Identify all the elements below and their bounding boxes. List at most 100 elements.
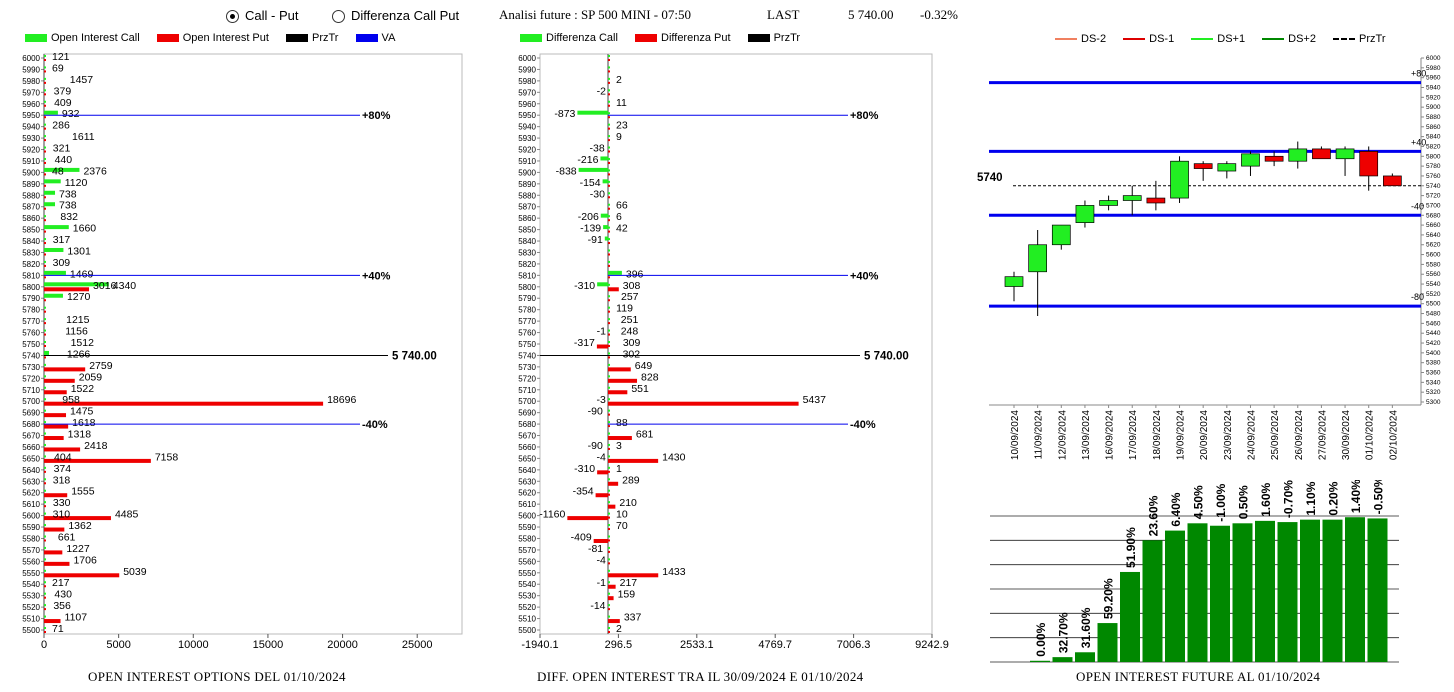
bar-value-label: 958 (62, 394, 80, 406)
radio-diff-label[interactable]: Differenza Call Put (351, 8, 460, 23)
strike-label: 5780 (518, 306, 536, 315)
strike-label: 5950 (22, 111, 40, 120)
put-stub (44, 70, 46, 73)
strike-label: 5700 (22, 397, 40, 406)
legend-ds-p2: DS+2 (1262, 33, 1316, 45)
va-label: +80% (362, 110, 391, 122)
future-bar-label: 59.20% (1102, 578, 1116, 619)
call-stub (608, 215, 611, 218)
put-stub (44, 184, 46, 187)
put-stub (608, 528, 611, 531)
legend-oi-call: Open Interest Call (25, 32, 140, 44)
put-stub (608, 436, 611, 439)
bar-value-label: 356 (53, 600, 71, 612)
call-stub (608, 341, 611, 343)
bar-value-label: 309 (623, 337, 641, 349)
legend-swatch (747, 34, 770, 43)
bar-value-label: 1362 (68, 520, 92, 532)
legend-swatch (1262, 38, 1285, 41)
bar-value-label: -4 (597, 451, 606, 463)
put-stub (608, 264, 611, 267)
legend-swatch (286, 34, 308, 43)
put-stub (44, 310, 46, 313)
bar-value-label: 440 (55, 154, 73, 166)
strike-label: 5720 (518, 374, 536, 383)
put-bar (44, 378, 75, 383)
mid-legend: Differenza Call Differenza Put PrzTr (520, 32, 814, 46)
bar-value-label: 3016 (93, 280, 117, 292)
call-stub (608, 524, 611, 527)
radio-diff[interactable] (332, 10, 345, 23)
put-bar (44, 436, 64, 441)
strike-label: 5940 (518, 123, 536, 132)
future-bar-label: 0.00% (1034, 622, 1048, 656)
strike-label: 5540 (22, 580, 40, 589)
put-stub (608, 390, 611, 393)
bar-value-label: -310 (574, 280, 595, 292)
bar-value-label: 1457 (70, 74, 94, 86)
strike-label: 5540 (518, 580, 536, 589)
strike-label: 5920 (518, 146, 536, 155)
y-tick-label: 5880 (1426, 114, 1441, 121)
va-label: +40% (362, 270, 391, 282)
legend-ds-m2: DS-2 (1055, 33, 1106, 45)
put-stub (608, 276, 611, 279)
bar-value-label: 1266 (67, 348, 91, 360)
put-stub (44, 207, 46, 210)
candle-body (1075, 205, 1095, 223)
call-stub (608, 295, 611, 298)
strike-label: 5750 (22, 340, 40, 349)
call-stub (44, 546, 46, 549)
radio-call-put-label[interactable]: Call - Put (245, 8, 299, 23)
call-stub (44, 249, 46, 252)
put-stub (608, 539, 611, 542)
put-stub (44, 390, 46, 393)
va-label: -40% (850, 419, 876, 431)
bar-value-label: 321 (53, 143, 71, 155)
call-stub (44, 157, 46, 160)
put-bar (608, 458, 659, 463)
call-stub (44, 272, 46, 275)
strike-label: 5530 (518, 592, 536, 601)
strike-label: 5580 (518, 534, 536, 543)
put-bar (44, 424, 69, 429)
bar-value-label: -1 (597, 326, 606, 338)
call-stub (44, 123, 46, 126)
put-stub (44, 470, 46, 473)
candle-body (1217, 163, 1237, 172)
x-tick-label: 10000 (178, 639, 209, 651)
y-tick-label: 5420 (1426, 340, 1441, 347)
y-tick-label: 6000 (1426, 55, 1441, 62)
call-stub (608, 409, 611, 412)
x-tick-label: 0 (41, 639, 47, 651)
strike-label: 5890 (22, 180, 40, 189)
candle-body (1264, 155, 1284, 162)
date-label: 27/09/2024 (1317, 410, 1328, 460)
y-tick-label: 5680 (1426, 212, 1441, 219)
sd-band-label: +80 (1411, 69, 1426, 79)
radio-call-put[interactable] (226, 10, 239, 23)
date-label: 24/09/2024 (1246, 410, 1257, 460)
put-stub (44, 528, 46, 531)
date-label: 13/09/2024 (1081, 410, 1092, 460)
put-stub (44, 127, 46, 130)
bar-value-label: 309 (53, 257, 71, 269)
put-stub (608, 207, 611, 210)
candle-body (1122, 195, 1142, 201)
strike-label: 5970 (22, 88, 40, 97)
bar-value-label: -354 (573, 486, 594, 498)
strike-label: 5680 (518, 420, 536, 429)
price-label: 5 740.00 (864, 350, 909, 362)
x-tick-label: 296.5 (605, 639, 633, 651)
strike-label: 5780 (22, 306, 40, 315)
strike-label: 5600 (22, 512, 40, 521)
call-stub (608, 443, 611, 446)
legend-swatch (635, 34, 658, 43)
bar-value-label: 2 (616, 623, 622, 635)
y-tick-label: 5360 (1426, 370, 1441, 377)
put-stub (44, 539, 46, 542)
bar-value-label: 5039 (123, 566, 147, 578)
call-stub (608, 260, 611, 263)
bar-value-label: 374 (54, 463, 72, 475)
bar-value-label: 121 (52, 51, 70, 63)
